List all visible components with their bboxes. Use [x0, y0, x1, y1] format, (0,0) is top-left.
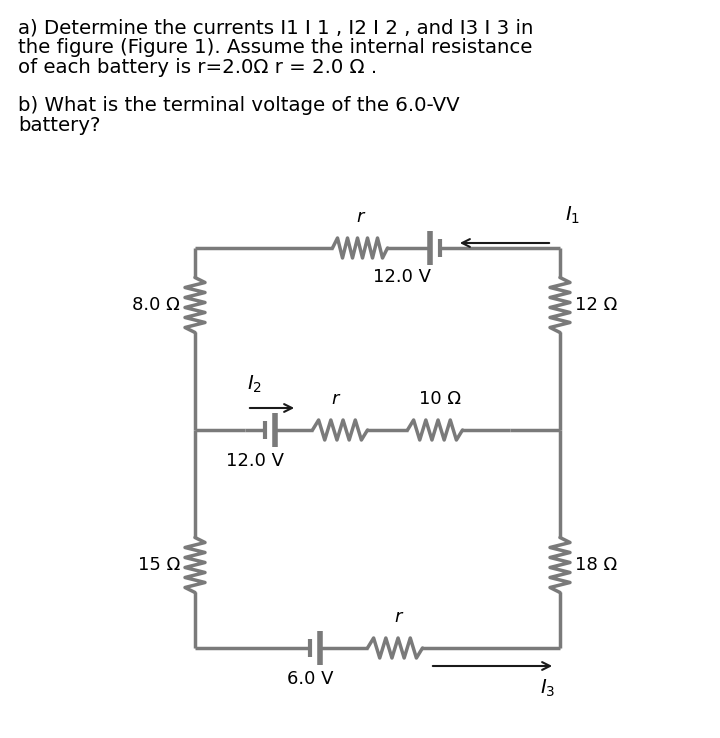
Text: battery?: battery?: [18, 116, 101, 135]
Text: of each battery is r=2.0Ω r = 2.0 Ω .: of each battery is r=2.0Ω r = 2.0 Ω .: [18, 58, 377, 77]
Text: $I_1$: $I_1$: [565, 204, 580, 226]
Text: b) What is the terminal voltage of the 6.0-VV: b) What is the terminal voltage of the 6…: [18, 96, 459, 115]
Text: 12.0 V: 12.0 V: [373, 268, 431, 286]
Text: 18 Ω: 18 Ω: [575, 556, 617, 574]
Text: r: r: [356, 208, 364, 226]
Text: $I_2$: $I_2$: [247, 373, 262, 395]
Text: 10 Ω: 10 Ω: [419, 390, 461, 408]
Text: the figure (Figure 1). Assume the internal resistance: the figure (Figure 1). Assume the intern…: [18, 38, 532, 57]
Text: a) Determine the currents I1 I 1 , I2 I 2 , and I3 I 3 in: a) Determine the currents I1 I 1 , I2 I …: [18, 18, 534, 37]
Text: $I_3$: $I_3$: [540, 678, 555, 700]
Text: r: r: [395, 608, 402, 626]
Text: 8.0 Ω: 8.0 Ω: [132, 296, 180, 314]
Text: r: r: [331, 390, 338, 408]
Text: 12.0 V: 12.0 V: [226, 452, 284, 470]
Text: 12 Ω: 12 Ω: [575, 296, 617, 314]
Text: 15 Ω: 15 Ω: [138, 556, 180, 574]
Text: 6.0 V: 6.0 V: [287, 670, 333, 688]
